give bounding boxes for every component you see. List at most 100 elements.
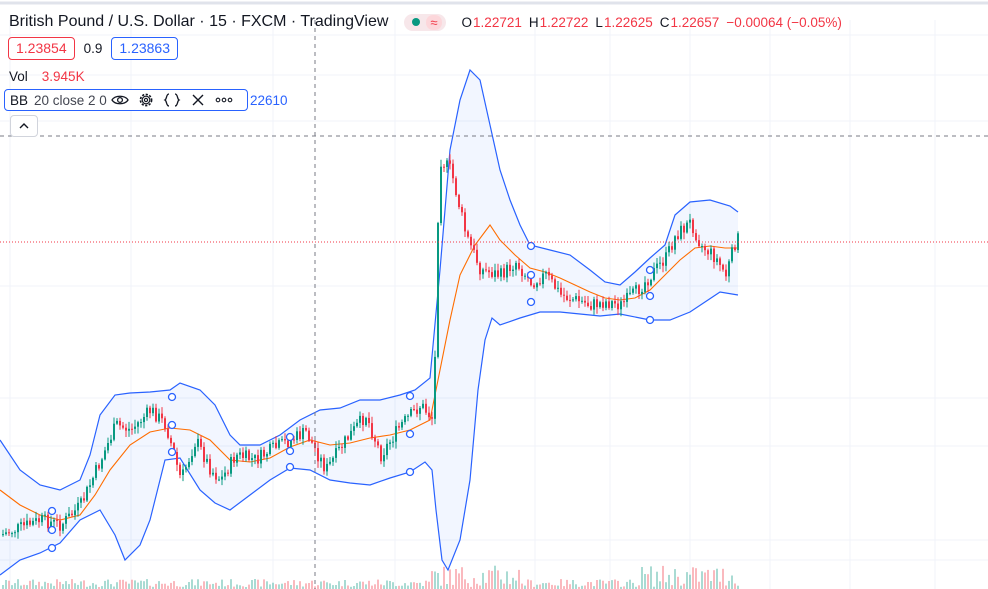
- volume-bar: [470, 586, 472, 589]
- sell-price-button[interactable]: 1.23854: [8, 37, 75, 60]
- candle-body: [275, 442, 277, 448]
- band-handle[interactable]: [405, 391, 415, 401]
- band-handle[interactable]: [167, 392, 177, 402]
- candle-body: [548, 271, 550, 276]
- candle-body: [734, 247, 736, 251]
- candle-body: [71, 513, 73, 516]
- candle-body: [389, 442, 391, 444]
- candle-body: [479, 262, 481, 275]
- band-handle[interactable]: [526, 297, 536, 307]
- volume-bar: [62, 584, 64, 589]
- candle-body: [20, 522, 22, 525]
- candle-body: [200, 438, 202, 447]
- band-handle[interactable]: [526, 241, 536, 251]
- volume-bar: [14, 583, 16, 589]
- volume-bar: [479, 585, 481, 589]
- volume-bar: [83, 580, 85, 589]
- candle-body: [131, 428, 133, 430]
- volume-bar: [362, 581, 364, 589]
- candle-body: [68, 513, 70, 516]
- candle-body: [665, 252, 667, 266]
- volume-bar: [107, 579, 109, 589]
- candle-body: [446, 160, 448, 167]
- volume-bar: [68, 584, 70, 589]
- source-code-icon[interactable]: [159, 92, 185, 108]
- band-handle[interactable]: [47, 525, 57, 535]
- band-handle[interactable]: [645, 291, 655, 301]
- candle-body: [431, 417, 433, 419]
- volume-bar: [203, 581, 205, 589]
- volume-bar: [65, 581, 67, 589]
- volume-bar: [725, 585, 727, 589]
- volume-bar: [569, 584, 571, 589]
- volume-bar: [482, 572, 484, 589]
- volume-bar: [734, 583, 736, 589]
- volume-bar: [8, 580, 10, 589]
- volume-bar: [185, 585, 187, 589]
- bollinger-band-fill: [0, 70, 738, 575]
- volume-bar: [680, 585, 682, 589]
- candle-body: [413, 409, 415, 410]
- band-handle[interactable]: [47, 543, 57, 553]
- volume-bar: [563, 586, 565, 589]
- band-handle[interactable]: [526, 270, 536, 280]
- candle-body: [353, 426, 355, 431]
- band-handle[interactable]: [47, 506, 57, 516]
- candle-body: [701, 246, 703, 247]
- band-handle[interactable]: [645, 265, 655, 275]
- candle-body: [704, 246, 706, 251]
- gear-icon[interactable]: [133, 92, 159, 108]
- volume-bar: [698, 581, 700, 589]
- buy-price-button[interactable]: 1.23863: [111, 37, 178, 60]
- candle-body: [170, 437, 172, 444]
- band-handle[interactable]: [285, 432, 295, 442]
- volume-bar: [59, 581, 61, 589]
- band-handle[interactable]: [405, 429, 415, 439]
- volume-bar: [2, 585, 4, 589]
- candle-body: [26, 520, 28, 526]
- candle-body: [410, 409, 412, 416]
- collapse-legend-button[interactable]: [10, 115, 38, 137]
- volume-bar: [503, 583, 505, 589]
- band-handle[interactable]: [167, 420, 177, 430]
- candle-body: [317, 448, 319, 462]
- volume-bar: [557, 585, 559, 589]
- candle-body: [566, 295, 568, 300]
- market-status[interactable]: ≈: [404, 13, 446, 31]
- volume-bar: [260, 586, 262, 589]
- indicator-legend-bb[interactable]: BB 20 close 2 0: [4, 89, 248, 111]
- eye-icon[interactable]: [107, 93, 133, 107]
- volume-value: 3.945K: [41, 69, 85, 84]
- candle-body: [125, 427, 127, 431]
- candle-body: [161, 413, 163, 419]
- volume-bar: [647, 574, 649, 589]
- volume-bar: [365, 584, 367, 589]
- volume-bar: [269, 584, 271, 589]
- band-handle[interactable]: [285, 446, 295, 456]
- band-handle[interactable]: [285, 462, 295, 472]
- candle-body: [515, 262, 517, 270]
- volume-bar: [341, 586, 343, 589]
- candle-body: [455, 178, 457, 195]
- candle-body: [197, 438, 199, 447]
- volume-bar: [446, 584, 448, 589]
- more-icon[interactable]: [211, 96, 237, 104]
- candle-body: [494, 270, 496, 277]
- candle-body: [539, 283, 541, 285]
- volume-bar: [374, 584, 376, 589]
- candle-body: [47, 514, 49, 529]
- symbol-title[interactable]: British Pound / U.S. Dollar · 15 · FXCM …: [9, 13, 389, 30]
- volume-bar: [164, 583, 166, 589]
- candle-body: [203, 446, 205, 462]
- band-handle[interactable]: [645, 315, 655, 325]
- candle-body: [398, 426, 400, 428]
- volume-bar: [386, 580, 388, 589]
- close-icon[interactable]: [185, 93, 211, 107]
- band-handle[interactable]: [167, 447, 177, 457]
- candle-body: [83, 498, 85, 501]
- candle-body: [617, 303, 619, 310]
- band-handle[interactable]: [405, 467, 415, 477]
- candle-body: [599, 302, 601, 308]
- candle-body: [218, 479, 220, 481]
